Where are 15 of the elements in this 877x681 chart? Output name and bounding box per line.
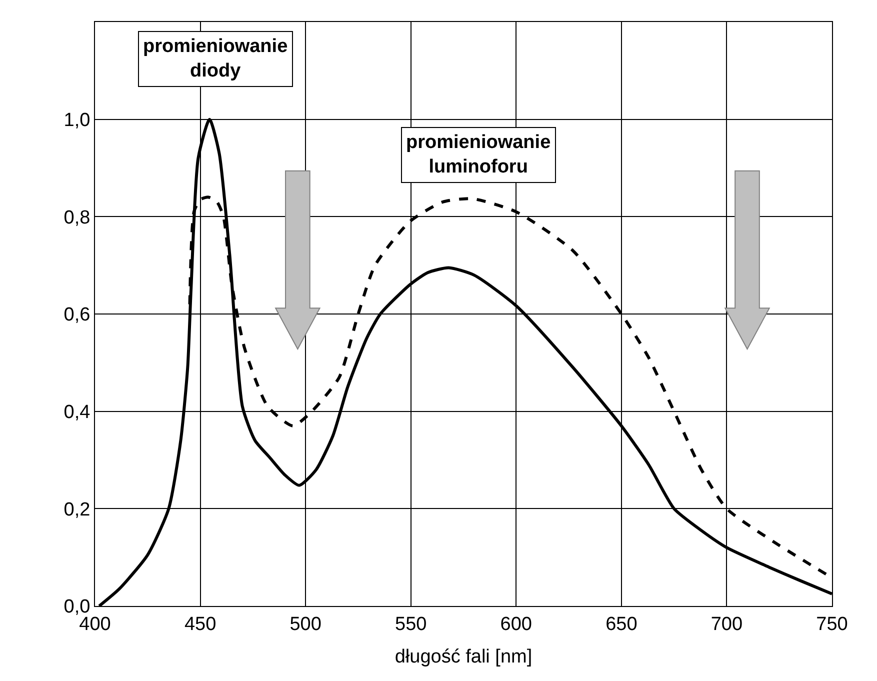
y-tick-label: 0,8 bbox=[64, 207, 90, 228]
x-tick-label: 650 bbox=[606, 614, 638, 635]
x-tick-label: 600 bbox=[500, 614, 532, 635]
y-tick-label: 0,6 bbox=[64, 304, 90, 326]
y-tick-label: 0,4 bbox=[64, 402, 91, 423]
annotation: promieniowanie diody bbox=[143, 36, 288, 82]
x-tick-label: 700 bbox=[710, 614, 743, 635]
x-tick-label: 550 bbox=[395, 614, 427, 635]
x-tick-label: 500 bbox=[290, 614, 322, 635]
y-tick-label: 0,2 bbox=[64, 499, 90, 520]
x-tick-label: 450 bbox=[184, 614, 216, 635]
annotation: promieniowanie luminoforu bbox=[406, 132, 551, 178]
x-tick-label: 750 bbox=[816, 614, 848, 635]
x-axis-title: długość fali [nm] bbox=[394, 646, 532, 668]
y-tick-label: 1,0 bbox=[64, 110, 90, 131]
